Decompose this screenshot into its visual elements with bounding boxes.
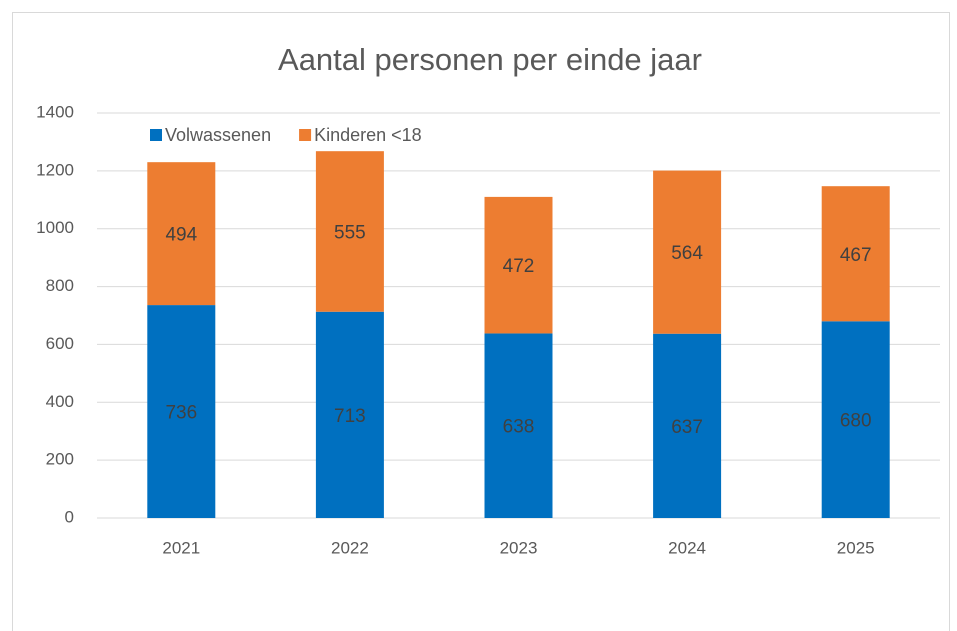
- x-tick-label: 2021: [162, 538, 200, 557]
- bar-segment: [484, 333, 553, 518]
- legend-label: Kinderen <18: [314, 125, 422, 145]
- bar-segment: [821, 321, 890, 518]
- y-tick-label: 400: [46, 392, 74, 411]
- data-label: 555: [334, 222, 366, 243]
- y-tick-label: 200: [46, 450, 74, 469]
- data-label: 638: [503, 417, 535, 438]
- data-label: 494: [165, 225, 197, 246]
- data-label: 637: [671, 417, 703, 438]
- bar-segment: [653, 170, 722, 334]
- data-label: 472: [503, 256, 535, 277]
- bar-segment: [315, 151, 384, 312]
- data-label: 467: [840, 245, 872, 266]
- chart-title: Aantal personen per einde jaar: [278, 42, 702, 77]
- legend-swatch: [150, 129, 162, 141]
- bar-segment: [484, 196, 553, 334]
- data-label: 736: [165, 403, 197, 424]
- y-tick-label: 800: [46, 276, 74, 295]
- bar-segment: [147, 305, 216, 518]
- legend-swatch: [299, 129, 312, 141]
- data-label: 564: [671, 243, 703, 264]
- x-tick-label: 2024: [668, 538, 706, 557]
- data-label: 713: [334, 406, 366, 427]
- x-tick-label: 2025: [837, 538, 875, 557]
- x-tick-label: 2023: [500, 538, 538, 557]
- legend-label: Volwassenen: [165, 125, 271, 145]
- y-tick-label: 0: [65, 507, 74, 526]
- y-tick-label: 1000: [36, 218, 74, 237]
- x-tick-label: 2022: [331, 538, 369, 557]
- y-tick-label: 600: [46, 334, 74, 353]
- bar-segment: [147, 162, 216, 306]
- y-tick-label: 1400: [36, 102, 74, 121]
- bar-segment: [653, 333, 722, 518]
- data-label: 680: [840, 411, 872, 432]
- bar-segment: [315, 311, 384, 518]
- bar-segment: [821, 186, 890, 322]
- y-tick-label: 1200: [36, 160, 74, 179]
